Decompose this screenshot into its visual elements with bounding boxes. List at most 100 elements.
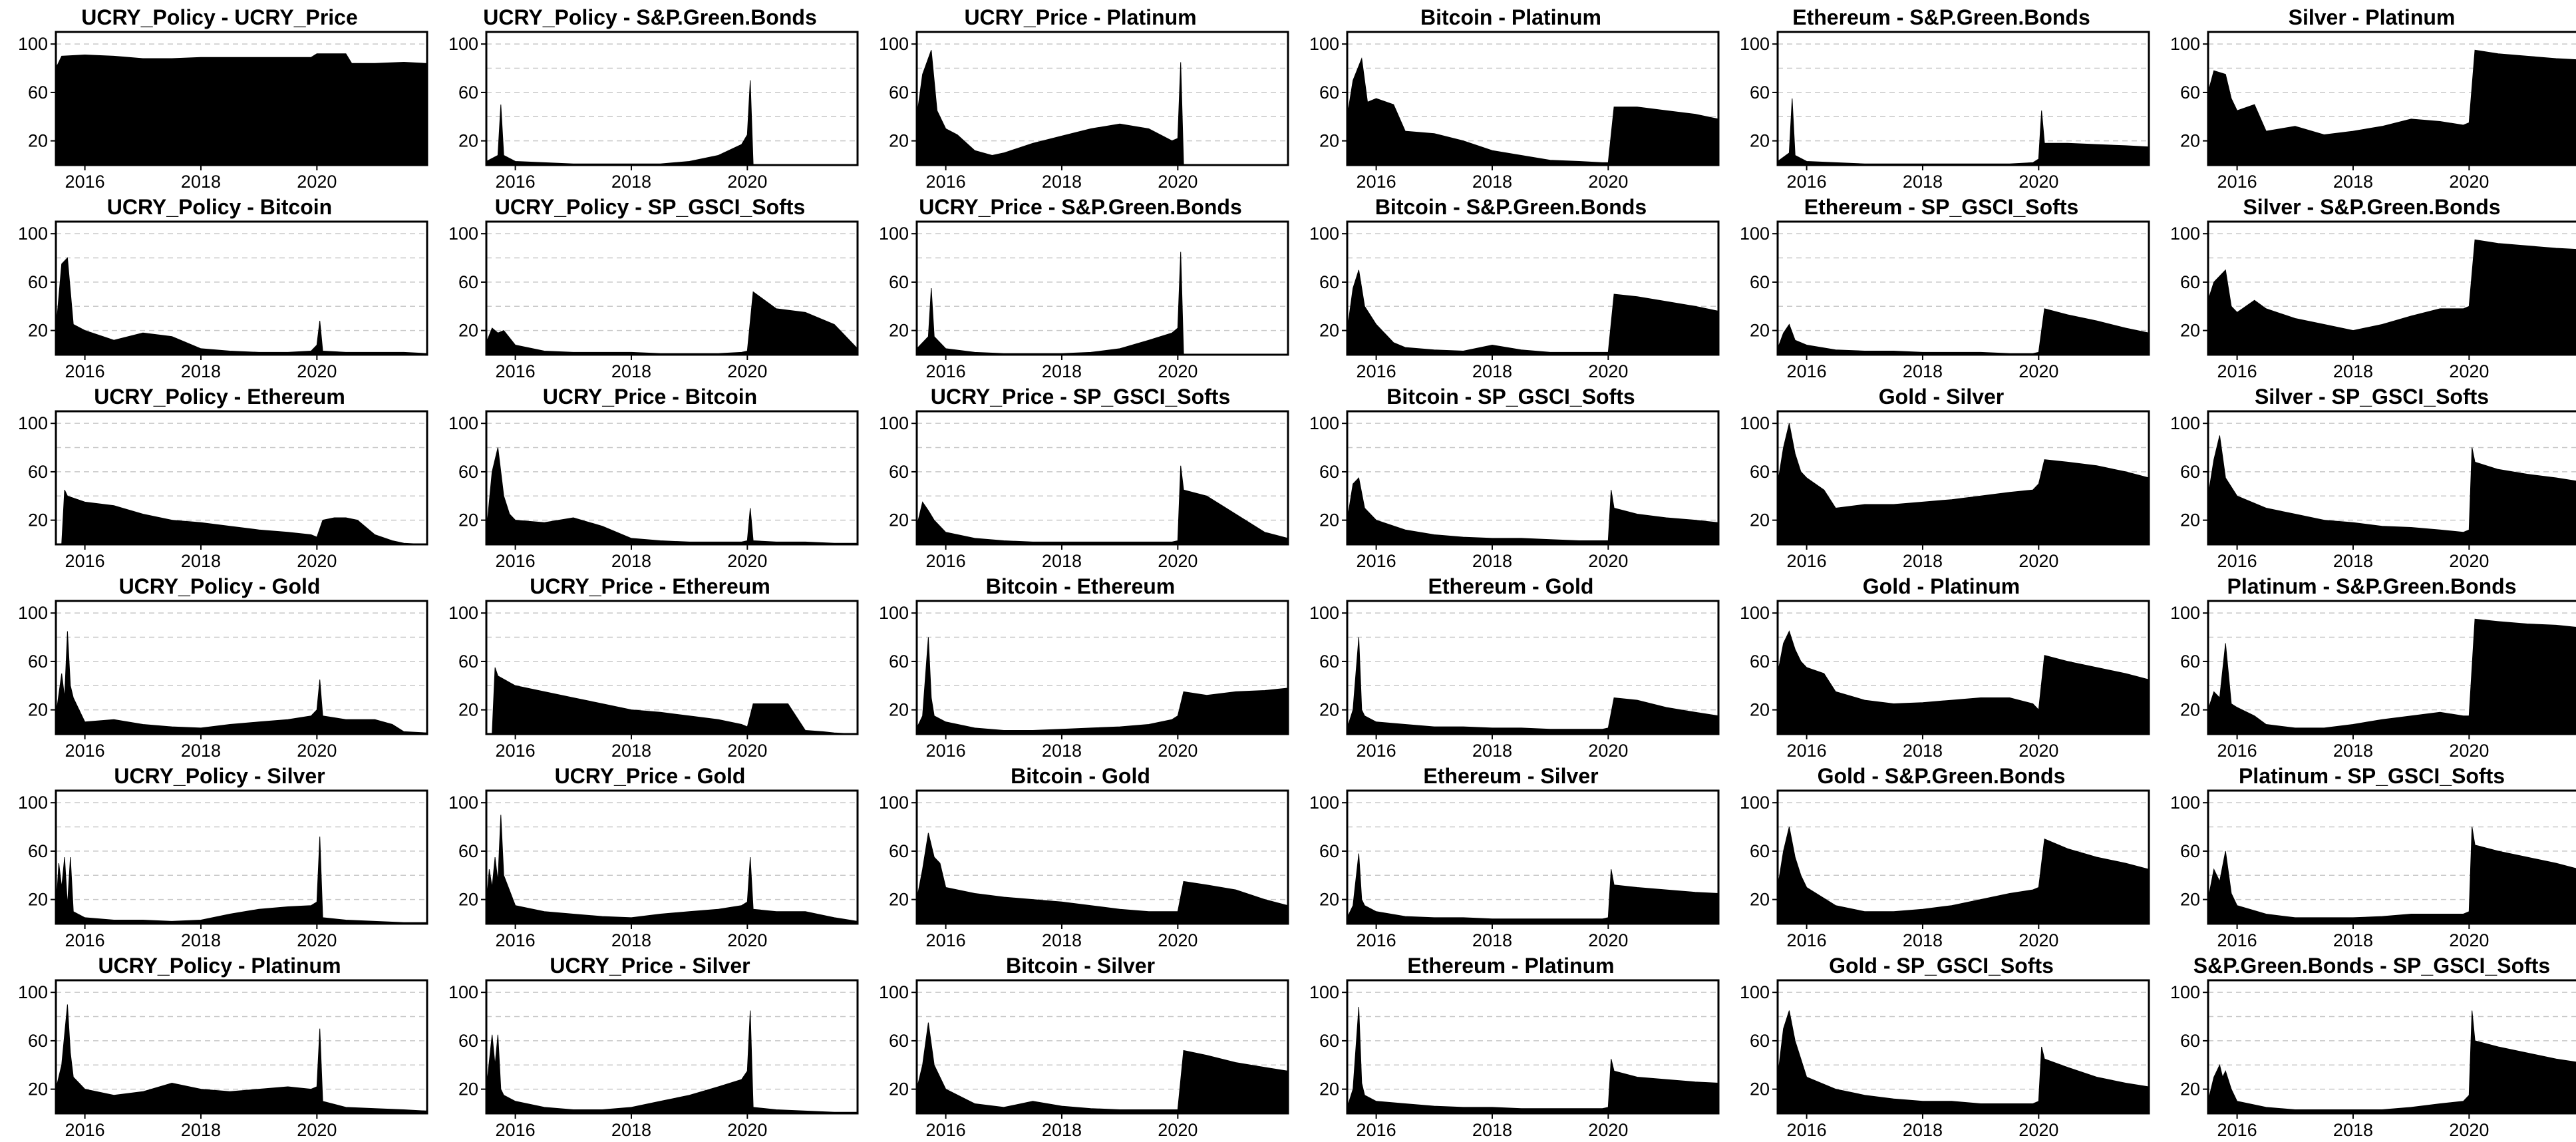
y-tick-label: 100 — [1740, 224, 1770, 244]
x-tick-label: 2018 — [2333, 1120, 2373, 1140]
series-area — [2207, 239, 2576, 355]
y-tick-label: 60 — [28, 1031, 48, 1051]
series-area — [1347, 637, 1719, 735]
x-tick-label: 2018 — [1042, 930, 1082, 950]
y-tick-label: 20 — [2180, 510, 2200, 530]
x-tick-label: 2016 — [926, 741, 966, 761]
x-tick-label: 2016 — [65, 1120, 105, 1140]
x-tick-label: 2020 — [2449, 1120, 2489, 1140]
panel-plot: 20 60 100 2016 2018 2020 — [879, 600, 1289, 761]
y-tick-label: 20 — [28, 510, 48, 530]
x-tick-label: 2016 — [496, 172, 536, 192]
chart-panel: Ethereum - Silver 20 60 100 2016 2018 2020 — [1298, 763, 1724, 952]
y-tick-label: 20 — [2180, 321, 2200, 341]
plot-frame — [55, 600, 428, 735]
x-tick-label: 2016 — [926, 551, 966, 571]
y-tick-label: 60 — [2180, 83, 2200, 102]
panel-title: Ethereum - Gold — [1428, 574, 1594, 598]
panel-title: Ethereum - S&P.Green.Bonds — [1792, 5, 2090, 29]
y-tick-label: 20 — [889, 131, 909, 151]
panel-title: UCRY_Policy - Silver — [114, 764, 325, 788]
y-tick-label: 60 — [1319, 841, 1339, 861]
y-tick-label: 100 — [1309, 413, 1339, 433]
x-tick-label: 2018 — [611, 930, 651, 950]
series-area — [916, 50, 1288, 166]
y-tick-label: 60 — [1319, 462, 1339, 482]
series-area — [56, 489, 428, 545]
x-tick-label: 2016 — [65, 930, 105, 950]
panel-plot: 20 60 100 2016 2018 2020 — [2170, 220, 2576, 381]
panel-plot: 20 60 100 2016 2018 2020 — [18, 31, 428, 192]
plot-frame — [915, 31, 1289, 166]
chart-panel: Gold - Platinum 20 60 100 2016 2018 2020 — [1728, 573, 2154, 763]
panel-title: S&P.Green.Bonds - SP_GSCI_Softs — [2193, 954, 2551, 978]
panel-plot: 20 60 100 2016 2018 2020 — [448, 789, 859, 950]
plot-frame — [915, 979, 1289, 1115]
chart-panel: Silver - S&P.Green.Bonds 20 60 100 2016 2018 2… — [2159, 194, 2576, 383]
panel-title: UCRY_Price - SP_GSCI_Softs — [930, 385, 1231, 409]
chart-panel: UCRY_Policy - SP_GSCI_Softs 20 60 100 2016 20… — [437, 194, 863, 383]
y-tick-label: 100 — [879, 413, 909, 433]
y-tick-label: 60 — [1750, 1031, 1770, 1051]
x-tick-label: 2020 — [297, 551, 337, 571]
y-tick-label: 100 — [2170, 413, 2200, 433]
x-tick-label: 2020 — [1588, 551, 1628, 571]
plot-frame — [485, 410, 859, 546]
y-tick-label: 20 — [2180, 890, 2200, 910]
x-tick-label: 2016 — [1357, 741, 1396, 761]
plot-frame — [2207, 31, 2576, 166]
panel-plot: 20 60 100 2016 2018 2020 — [2170, 31, 2576, 192]
x-tick-label: 2020 — [727, 1120, 767, 1140]
x-tick-label: 2018 — [1472, 551, 1512, 571]
x-tick-label: 2020 — [1588, 1120, 1628, 1140]
y-tick-label: 60 — [458, 652, 478, 671]
x-tick-label: 2018 — [1903, 172, 1943, 192]
y-tick-label: 20 — [458, 321, 478, 341]
y-tick-label: 60 — [28, 652, 48, 671]
y-tick-label: 100 — [879, 982, 909, 1002]
panel-title: Platinum - S&P.Green.Bonds — [2227, 574, 2517, 598]
y-tick-label: 60 — [2180, 272, 2200, 292]
y-tick-label: 60 — [1750, 841, 1770, 861]
series-area — [2207, 1010, 2576, 1114]
y-tick-label: 20 — [1319, 890, 1339, 910]
series-area — [2207, 618, 2576, 735]
series-area — [1347, 853, 1719, 924]
x-tick-label: 2018 — [1042, 741, 1082, 761]
plot-frame — [485, 600, 859, 735]
panel-title: UCRY_Policy - S&P.Green.Bonds — [483, 5, 817, 29]
y-tick-label: 20 — [889, 321, 909, 341]
y-tick-label: 100 — [448, 603, 478, 623]
series-area — [1777, 1010, 2150, 1114]
x-tick-label: 2020 — [1158, 930, 1198, 950]
y-tick-label: 60 — [889, 272, 909, 292]
plot-frame — [1346, 789, 1720, 925]
chart-panel: Bitcoin - SP_GSCI_Softs 20 60 100 2016 2018 20… — [1298, 383, 1724, 573]
chart-panel: Bitcoin - S&P.Green.Bonds 20 60 100 2016 2018… — [1298, 194, 1724, 383]
chart-panel: UCRY_Policy - Bitcoin 20 60 100 2016 2018 2020 — [7, 194, 432, 383]
series-area — [55, 631, 428, 735]
series-area — [1777, 630, 2150, 735]
x-tick-label: 2020 — [297, 361, 337, 381]
x-tick-label: 2016 — [2217, 741, 2257, 761]
y-tick-label: 20 — [889, 700, 909, 720]
y-tick-label: 20 — [1319, 510, 1339, 530]
panel-plot: 20 60 100 2016 2018 2020 — [879, 410, 1289, 571]
chart-panel: UCRY_Price - S&P.Green.Bonds 20 60 100 2016 2… — [868, 194, 1293, 383]
plot-frame — [1346, 979, 1720, 1115]
panel-title: Bitcoin - Ethereum — [985, 574, 1176, 598]
y-tick-label: 20 — [28, 700, 48, 720]
panel-title: UCRY_Price - Ethereum — [530, 574, 770, 598]
y-tick-label: 20 — [889, 1079, 909, 1099]
plot-frame — [1346, 220, 1720, 356]
chart-panel: Platinum - S&P.Green.Bonds 20 60 100 2016 201… — [2159, 573, 2576, 763]
panel-plot: 20 60 100 2016 2018 2020 — [1740, 600, 2150, 761]
y-tick-label: 20 — [1750, 321, 1770, 341]
panel-plot: 20 60 100 2016 2018 2020 — [2170, 789, 2576, 950]
y-tick-label: 100 — [448, 793, 478, 813]
x-tick-label: 2018 — [1903, 930, 1943, 950]
x-tick-label: 2016 — [65, 551, 105, 571]
series-area — [916, 637, 1289, 735]
series-area — [2207, 827, 2576, 924]
